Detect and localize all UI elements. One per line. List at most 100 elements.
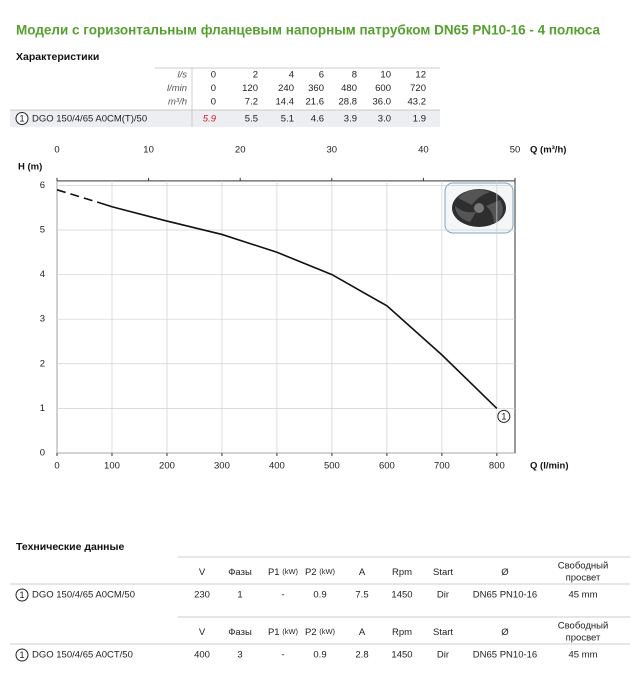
cell: 230 — [194, 590, 210, 601]
header-unit: (kW) — [319, 627, 335, 636]
header-text: Ø — [501, 567, 509, 578]
cell: 0.9 — [313, 590, 326, 601]
cell: DN65 PN10-16 — [473, 590, 537, 601]
header-unit: (kW) — [319, 567, 335, 576]
x-tick-label: 0 — [54, 461, 59, 472]
cell: 0 — [211, 70, 216, 81]
cell: 14.4 — [276, 97, 295, 108]
y-tick-label: 5 — [40, 224, 45, 235]
cell: DN65 PN10-16 — [473, 650, 537, 661]
header-text: A — [359, 567, 366, 578]
cell: 0 — [211, 83, 216, 94]
cell: 7.5 — [355, 590, 368, 601]
header-text: P1 — [268, 627, 280, 638]
y-tick-label: 3 — [40, 314, 45, 325]
cell: 6 — [319, 70, 324, 81]
y-tick-label: 0 — [40, 448, 45, 459]
cell: 600 — [375, 83, 391, 94]
header-text: P2 — [305, 567, 317, 578]
x2-tick-label: 40 — [418, 144, 429, 155]
cell: 5.5 — [245, 114, 258, 125]
x2-tick-label: 20 — [235, 144, 246, 155]
x-tick-label: 100 — [104, 461, 120, 472]
header-text: Фазы — [228, 627, 252, 638]
cell: 3.0 — [378, 114, 391, 125]
model-name: DGO 150/4/65 A0CM/50 — [32, 590, 135, 601]
curve — [56, 189, 102, 204]
header: P2 (kW) — [305, 567, 336, 578]
header-unit: (kW) — [282, 567, 298, 576]
header-text: P1 — [268, 567, 280, 578]
x2-tick-label: 0 — [54, 144, 59, 155]
x-tick-label: 600 — [379, 461, 395, 472]
header: P1 (kW) — [268, 627, 299, 638]
cell: 240 — [278, 83, 294, 94]
header-text: V — [199, 567, 206, 578]
cell: - — [281, 650, 284, 661]
header-text: Rpm — [392, 567, 412, 578]
number-badge — [497, 409, 511, 423]
curve — [100, 202, 498, 409]
cell: 10 — [380, 70, 391, 81]
number-badge — [15, 588, 29, 602]
cell: 36.0 — [373, 97, 392, 108]
number-badge — [15, 112, 29, 125]
x-tick-label: 800 — [489, 461, 505, 472]
header: A — [359, 627, 366, 638]
cell: 12 — [415, 70, 426, 81]
x2-tick-label: 30 — [327, 144, 338, 155]
cell: 120 — [242, 83, 258, 94]
impeller-image — [444, 182, 514, 234]
x2-axis-label: Q (m³/h) — [530, 145, 566, 156]
header: V — [199, 627, 206, 638]
cell: 0.9 — [313, 650, 326, 661]
cell: Dir — [437, 650, 449, 661]
cell: 8 — [352, 70, 357, 81]
plot-frame — [56, 180, 516, 454]
header: Start — [433, 567, 453, 578]
x-tick-label: 500 — [324, 461, 340, 472]
number-label: 1 — [19, 114, 24, 125]
header: Ø — [501, 567, 509, 578]
header: просвет — [566, 573, 601, 584]
header-text: Rpm — [392, 627, 412, 638]
cell: 0 — [211, 97, 216, 108]
header: Фазы — [228, 567, 252, 578]
header: просвет — [566, 633, 601, 644]
y-tick-label: 6 — [40, 180, 45, 191]
cell: 1450 — [391, 650, 412, 661]
cell: 3 — [237, 650, 242, 661]
cell: 1450 — [391, 590, 412, 601]
header: Rpm — [392, 627, 412, 638]
x-tick-label: 300 — [214, 461, 230, 472]
header: Start — [433, 627, 453, 638]
header-text: P2 — [305, 627, 317, 638]
cell: 400 — [194, 650, 210, 661]
cell: 4 — [289, 70, 294, 81]
cell: 2.8 — [355, 650, 368, 661]
header: P1 (kW) — [268, 567, 299, 578]
y-axis-label: H (m) — [18, 162, 42, 173]
number-badge — [15, 648, 29, 662]
header: A — [359, 567, 366, 578]
model-name: DGO 150/4/65 A0CM(T)/50 — [32, 114, 147, 125]
cell: 720 — [410, 83, 426, 94]
y-tick-label: 1 — [40, 403, 45, 414]
section-title: Характеристики — [16, 51, 99, 63]
cell: 5.1 — [281, 114, 294, 125]
row-label: l/s — [178, 70, 188, 81]
header: Фазы — [228, 627, 252, 638]
cell: 360 — [308, 83, 324, 94]
cell: 1 — [237, 590, 242, 601]
cell: 5.9 — [203, 114, 217, 125]
cell: 21.6 — [306, 97, 325, 108]
cell: - — [281, 590, 284, 601]
header-text: Ø — [501, 627, 509, 638]
header: Ø — [501, 627, 509, 638]
header-unit: (kW) — [282, 627, 298, 636]
header-text: Фазы — [228, 567, 252, 578]
header: Свободный — [558, 561, 609, 572]
header-text: Start — [433, 627, 453, 638]
x-axis-label: Q (l/min) — [530, 461, 569, 472]
